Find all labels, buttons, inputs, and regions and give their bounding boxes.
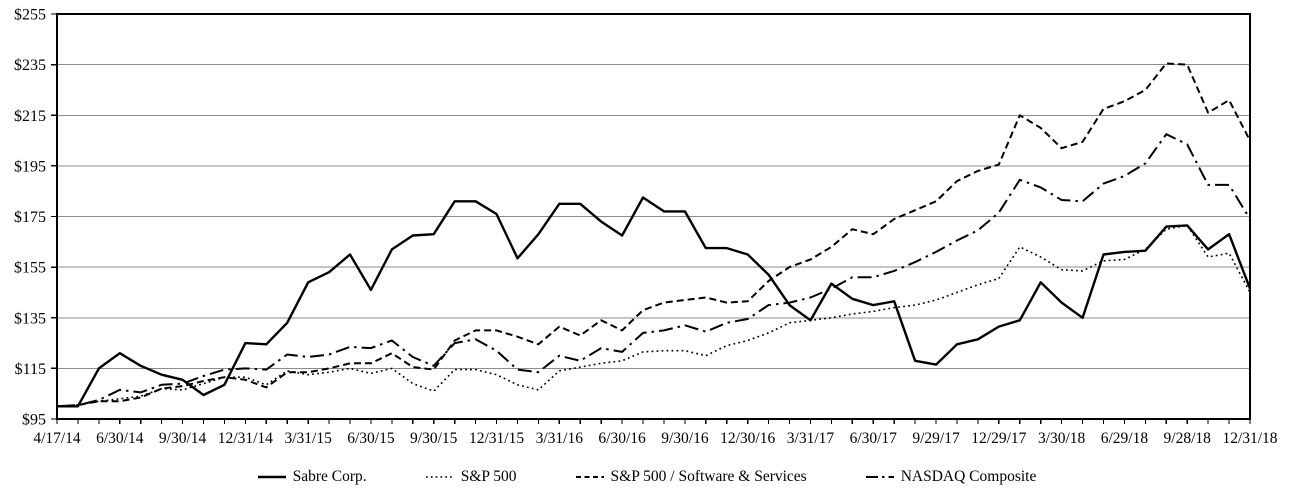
series-line-sabre-corp <box>57 196 1252 408</box>
x-tick-label: 3/31/17 <box>787 430 835 447</box>
x-tick-label: 9/30/15 <box>410 430 458 447</box>
legend-swatch-sp-500-software-services-icon <box>575 476 604 478</box>
x-tick-label: 6/30/15 <box>347 430 395 447</box>
y-tick-label: $215 <box>14 108 46 125</box>
performance-plot-area: $95 $115 $135 $155 $175 $195 $215 $235 $255 4/17/… <box>14 7 1278 448</box>
y-tick-label: $115 <box>15 361 46 378</box>
y-tick-label: $175 <box>14 209 46 226</box>
series-line-nasdaq-composite <box>56 133 1251 408</box>
legend-item-sp-500: S&P 500 <box>425 468 517 486</box>
y-tick-label: $235 <box>14 57 46 74</box>
x-tick-label: 3/31/16 <box>536 430 584 447</box>
legend-swatch-sp-500-icon <box>425 476 454 478</box>
legend-label: S&P 500 <box>460 468 517 485</box>
x-tick-label: 3/30/18 <box>1038 430 1086 447</box>
x-tick-label: 6/30/14 <box>96 430 144 447</box>
x-tick-label: 12/31/14 <box>218 430 273 447</box>
x-tick-label: 9/29/17 <box>912 430 960 447</box>
y-tick-label: $135 <box>14 310 46 327</box>
chart-legend: Sabre Corp. S&P 500 S&P 500 / Software & S… <box>0 464 1293 490</box>
legend-label: Sabre Corp. <box>292 468 367 485</box>
legend-swatch-sabre-corp-icon <box>257 475 286 479</box>
legend-item-nasdaq-composite: NASDAQ Composite <box>865 468 1037 486</box>
legend-swatch-nasdaq-composite-icon <box>865 476 894 478</box>
y-tick-label: $155 <box>14 260 46 277</box>
x-tick-label: 3/31/15 <box>284 430 332 447</box>
x-tick-label: 12/31/15 <box>469 430 524 447</box>
legend-label: NASDAQ Composite <box>900 468 1037 485</box>
x-tick-label: 12/31/18 <box>1222 430 1277 447</box>
series-line-sp-500-software-services <box>56 62 1251 408</box>
x-tick-label: 4/17/14 <box>33 430 81 447</box>
x-tick-label: 12/30/16 <box>720 430 775 447</box>
legend-item-sabre-corp: Sabre Corp. <box>257 468 367 486</box>
x-tick-label: 6/30/16 <box>598 430 646 447</box>
y-tick-label: $255 <box>14 7 46 24</box>
y-tick-label: $95 <box>22 412 46 429</box>
legend-item-sp-500-software-services: S&P 500 / Software & Services <box>575 468 807 486</box>
x-tick-label: 6/29/18 <box>1101 430 1149 447</box>
legend-label: S&P 500 / Software & Services <box>610 468 807 485</box>
x-tick-label: 6/30/17 <box>850 430 898 447</box>
x-tick-label: 9/30/14 <box>159 430 207 447</box>
x-tick-label: 9/30/16 <box>661 430 709 447</box>
y-tick-label: $195 <box>14 158 46 175</box>
x-tick-label: 9/28/18 <box>1164 430 1212 447</box>
x-tick-label: 12/29/17 <box>971 430 1026 447</box>
